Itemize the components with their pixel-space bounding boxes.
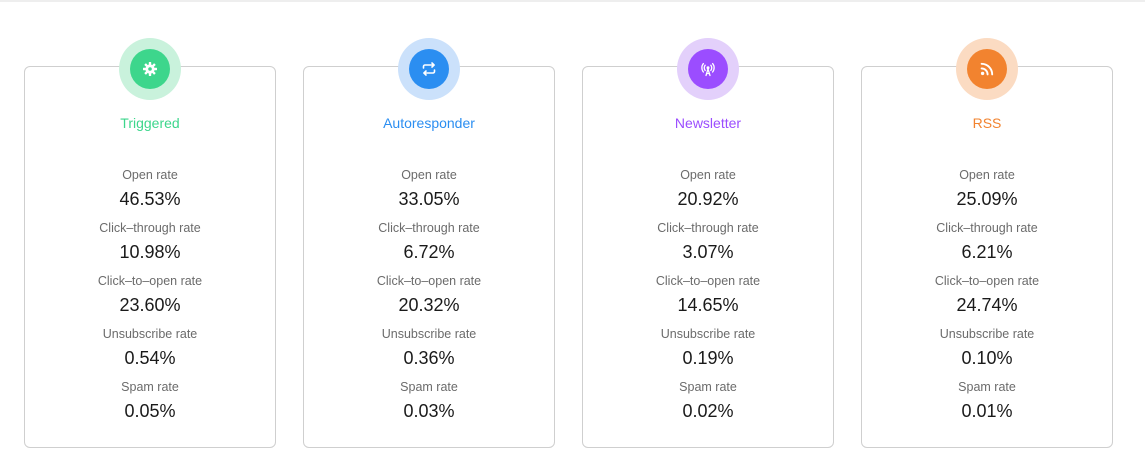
metric-value: 0.54% — [124, 348, 176, 368]
metric-click-through-rate: Click–through rate 6.21% — [862, 221, 1112, 274]
card-autoresponder: Autoresponder Open rate 33.05% Click–thr… — [303, 38, 555, 448]
card-title: Autoresponder — [383, 115, 475, 131]
newsletter-icon-ring — [677, 38, 739, 100]
metric-label: Open rate — [401, 168, 457, 182]
metric-value: 46.53% — [119, 189, 181, 209]
repeat-arrows-icon-glyph — [422, 62, 436, 76]
metrics-list: Open rate 20.92% Click–through rate 3.07… — [583, 168, 833, 433]
rss-feed-icon-glyph — [980, 62, 994, 76]
metric-value: 14.65% — [677, 295, 739, 315]
metric-value: 20.92% — [677, 189, 739, 209]
metric-click-through-rate: Click–through rate 6.72% — [304, 221, 554, 274]
metric-label: Spam rate — [121, 380, 179, 394]
metric-open-rate: Open rate 46.53% — [25, 168, 275, 221]
card-newsletter: Newsletter Open rate 20.92% Click–throug… — [582, 38, 834, 448]
metric-value: 0.19% — [682, 348, 734, 368]
metric-value: 24.74% — [956, 295, 1018, 315]
metric-label: Unsubscribe rate — [660, 327, 756, 341]
metric-open-rate: Open rate 20.92% — [583, 168, 833, 221]
metric-label: Open rate — [680, 168, 736, 182]
repeat-arrows-icon — [409, 49, 449, 89]
triggered-icon-ring — [119, 38, 181, 100]
autoresponder-icon-ring — [398, 38, 460, 100]
rss-feed-icon — [967, 49, 1007, 89]
metric-spam-rate: Spam rate 0.01% — [862, 380, 1112, 433]
metric-value: 0.01% — [961, 401, 1013, 421]
metric-value: 10.98% — [119, 242, 181, 262]
metric-label: Click–to–open rate — [376, 274, 482, 288]
gear-icon-glyph — [143, 62, 157, 76]
metrics-list: Open rate 25.09% Click–through rate 6.21… — [862, 168, 1112, 433]
metric-label: Click–to–open rate — [655, 274, 761, 288]
metric-spam-rate: Spam rate 0.05% — [25, 380, 275, 433]
broadcast-antenna-icon — [688, 49, 728, 89]
metric-value: 33.05% — [398, 189, 460, 209]
metric-spam-rate: Spam rate 0.03% — [304, 380, 554, 433]
card-rss: RSS Open rate 25.09% Click–through rate … — [861, 38, 1113, 448]
metric-label: Open rate — [122, 168, 178, 182]
metrics-list: Open rate 46.53% Click–through rate 10.9… — [25, 168, 275, 433]
metric-value: 20.32% — [398, 295, 460, 315]
metric-open-rate: Open rate 25.09% — [862, 168, 1112, 221]
metric-unsubscribe-rate: Unsubscribe rate 0.36% — [304, 327, 554, 380]
broadcast-antenna-icon-glyph — [701, 62, 715, 77]
metric-value: 25.09% — [956, 189, 1018, 209]
card-title: Newsletter — [674, 115, 742, 131]
metric-label: Unsubscribe rate — [939, 327, 1035, 341]
card-title: RSS — [972, 115, 1002, 131]
metric-label: Open rate — [959, 168, 1015, 182]
metric-click-to-open-rate: Click–to–open rate 14.65% — [583, 274, 833, 327]
metric-spam-rate: Spam rate 0.02% — [583, 380, 833, 433]
metric-value: 0.10% — [961, 348, 1013, 368]
rss-icon-ring — [956, 38, 1018, 100]
metric-value: 0.05% — [124, 401, 176, 421]
metric-value: 0.03% — [403, 401, 455, 421]
metric-label: Spam rate — [679, 380, 737, 394]
metric-label: Click–through rate — [936, 221, 1038, 235]
metric-value: 0.36% — [403, 348, 455, 368]
campaign-type-stats: Triggered Open rate 46.53% Click–through… — [24, 38, 1113, 448]
metric-value: 3.07% — [682, 242, 734, 262]
metric-label: Click–through rate — [99, 221, 201, 235]
metric-label: Click–through rate — [378, 221, 480, 235]
gear-icon — [130, 49, 170, 89]
metric-label: Spam rate — [400, 380, 458, 394]
metric-value: 23.60% — [119, 295, 181, 315]
metric-label: Spam rate — [958, 380, 1016, 394]
metric-value: 6.72% — [403, 242, 455, 262]
metric-unsubscribe-rate: Unsubscribe rate 0.54% — [25, 327, 275, 380]
metric-click-to-open-rate: Click–to–open rate 24.74% — [862, 274, 1112, 327]
top-divider — [0, 0, 1145, 2]
card-title: Triggered — [120, 115, 180, 131]
metric-value: 6.21% — [961, 242, 1013, 262]
metrics-list: Open rate 33.05% Click–through rate 6.72… — [304, 168, 554, 433]
metric-click-to-open-rate: Click–to–open rate 23.60% — [25, 274, 275, 327]
metric-label: Click–to–open rate — [97, 274, 203, 288]
metric-value: 0.02% — [682, 401, 734, 421]
card-triggered: Triggered Open rate 46.53% Click–through… — [24, 38, 276, 448]
metric-label: Click–to–open rate — [934, 274, 1040, 288]
metric-unsubscribe-rate: Unsubscribe rate 0.10% — [862, 327, 1112, 380]
metric-label: Unsubscribe rate — [102, 327, 198, 341]
metric-label: Unsubscribe rate — [381, 327, 477, 341]
metric-label: Click–through rate — [657, 221, 759, 235]
metric-click-through-rate: Click–through rate 3.07% — [583, 221, 833, 274]
metric-unsubscribe-rate: Unsubscribe rate 0.19% — [583, 327, 833, 380]
metric-click-to-open-rate: Click–to–open rate 20.32% — [304, 274, 554, 327]
metric-click-through-rate: Click–through rate 10.98% — [25, 221, 275, 274]
metric-open-rate: Open rate 33.05% — [304, 168, 554, 221]
